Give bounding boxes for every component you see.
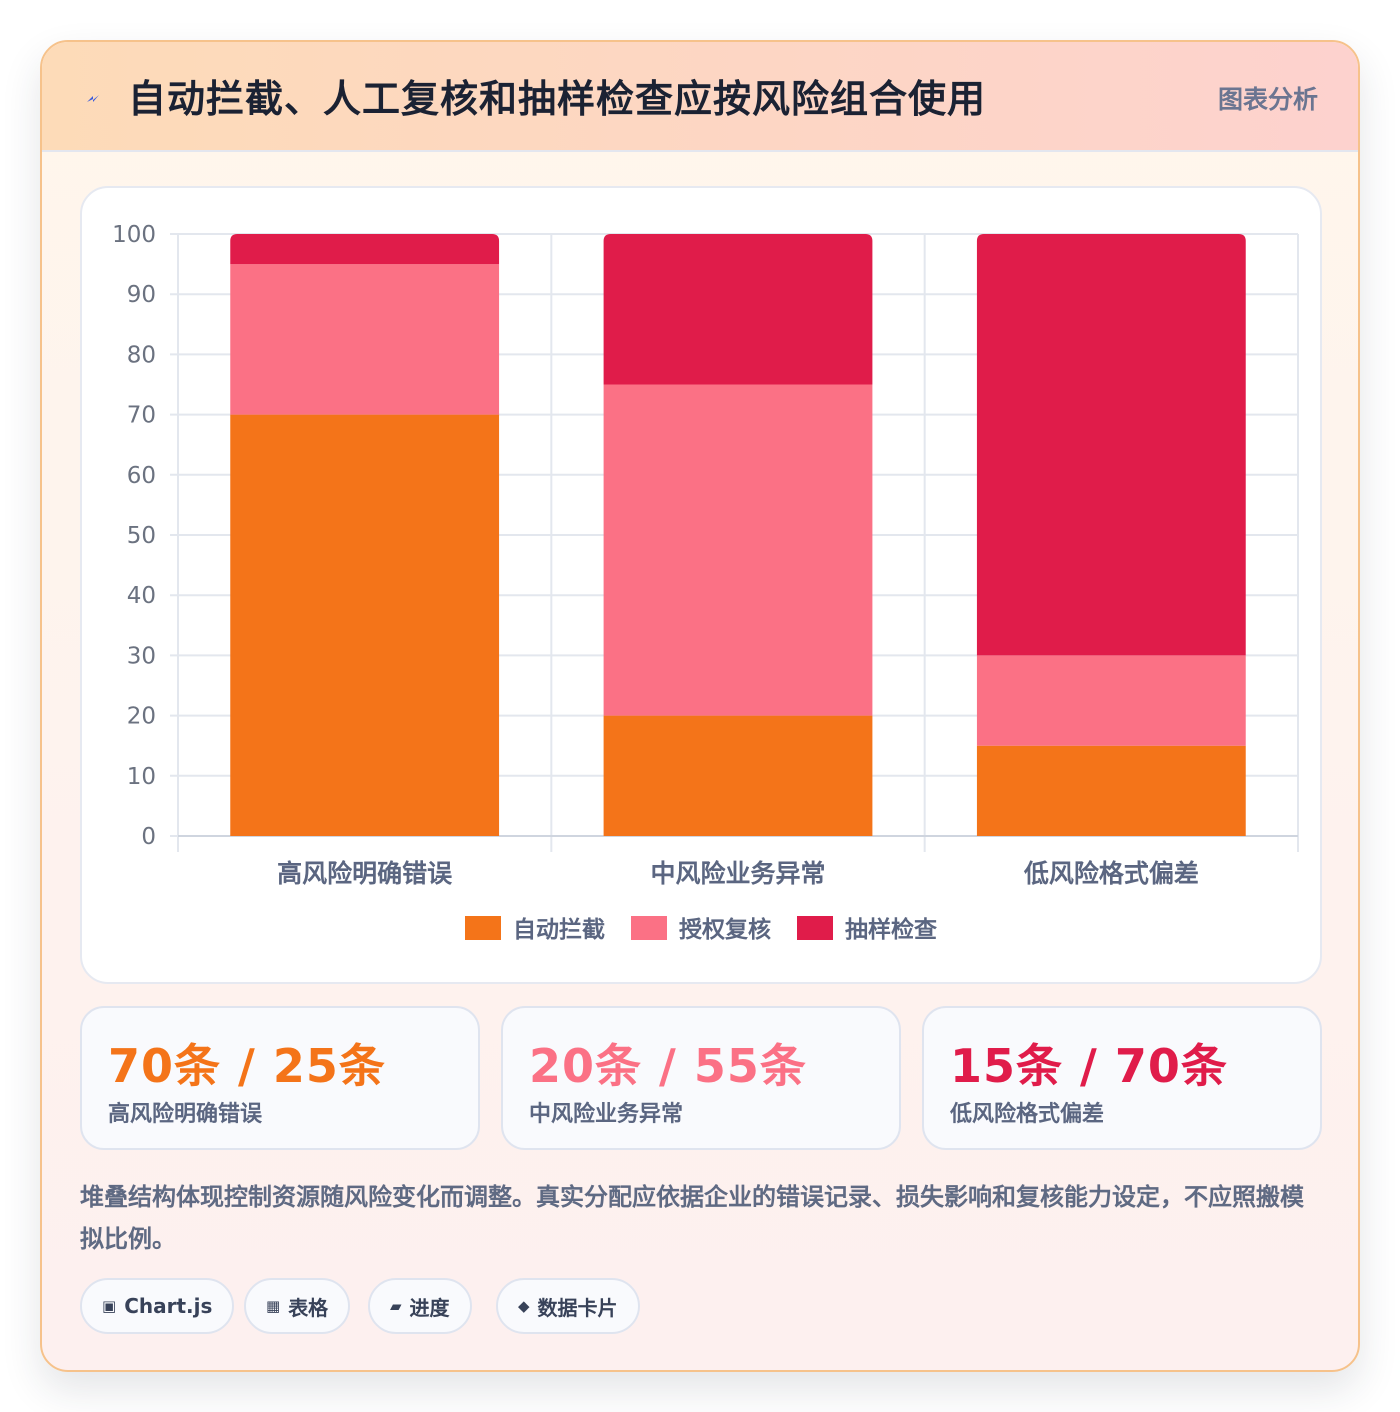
- chart-card: 自动拦截、人工复核和抽样检查应按风险组合使用 图表分析 0 10 20 30 40 50 6…: [40, 40, 1360, 1372]
- stat-value: 20条 / 55条: [529, 1039, 807, 1093]
- x-tick-label: 高风险明确错误: [277, 859, 453, 888]
- stat-label: 高风险明确错误: [108, 1102, 263, 1127]
- chip-label: 进度: [409, 1295, 450, 1320]
- bar-segment: [976, 655, 1246, 746]
- y-tick-label: 70: [127, 403, 156, 429]
- stat-value: 70条 / 25条: [108, 1039, 386, 1093]
- chip-data-card[interactable]: ◆ 数据卡片: [496, 1278, 640, 1334]
- stat-value: 15条 / 70条: [950, 1039, 1228, 1093]
- page-title: 自动拦截、人工复核和抽样检查应按风险组合使用: [128, 77, 987, 121]
- chip-table[interactable]: ▦ 表格: [244, 1278, 351, 1334]
- legend-swatch: [465, 916, 501, 940]
- bar-segment: [603, 384, 873, 716]
- card-header: 自动拦截、人工复核和抽样检查应按风险组合使用 图表分析: [42, 42, 1358, 152]
- progress-icon: ▰: [390, 1297, 402, 1315]
- x-tick-label: 中风险业务异常: [650, 859, 825, 888]
- stat-cards: 70条 / 25条 高风险明确错误 20条 / 55条 中风险业务异常 15条 …: [80, 1006, 1324, 1150]
- bar-segment: [603, 234, 873, 385]
- bar-segment: [976, 234, 1246, 656]
- stat-label: 低风险格式偏差: [950, 1102, 1105, 1127]
- y-tick-label: 40: [127, 583, 156, 609]
- y-tick-label: 30: [127, 643, 156, 669]
- bar-segment: [976, 745, 1246, 836]
- chip-label: 数据卡片: [537, 1295, 618, 1320]
- stat-label: 中风险业务异常: [529, 1102, 684, 1127]
- y-tick-label: 80: [127, 342, 156, 368]
- bar-segment: [603, 715, 873, 836]
- y-tick-label: 0: [141, 824, 156, 850]
- chart-note: 堆叠结构体现控制资源随风险变化而调整。真实分配应依据企业的错误记录、损失影响和复…: [80, 1183, 1304, 1253]
- bar-segment: [230, 234, 500, 265]
- x-tick-label: 低风险格式偏差: [1023, 859, 1199, 888]
- chip-label: 表格: [288, 1295, 329, 1320]
- chart-icon: ▣: [102, 1297, 117, 1315]
- lightning-bolt-icon: [87, 95, 99, 102]
- bar-segment: [230, 264, 500, 415]
- stat-card: 70条 / 25条 高风险明确错误: [80, 1006, 480, 1150]
- chip-progress[interactable]: ▰ 进度: [368, 1278, 472, 1334]
- legend-label: 授权复核: [679, 916, 771, 943]
- legend-swatch: [631, 916, 667, 940]
- feature-chips: ▣ Chart.js ▦ 表格 ▰ 进度 ◆ 数据卡片: [80, 1278, 1320, 1334]
- stacked-bar-chart: 0 10 20 30 40 50 60 70 80 90 100 高风险明确错误 中风险业务异常 低风险格…: [112, 222, 1299, 943]
- stat-card: 15条 / 70条 低风险格式偏差: [922, 1006, 1322, 1150]
- diamond-icon: ◆: [518, 1297, 530, 1315]
- table-icon: ▦: [266, 1297, 281, 1315]
- chart-panel: 0 10 20 30 40 50 60 70 80 90 100 高风险明确错误 中风险业务异常 低风险格…: [80, 186, 1322, 984]
- bar-segment: [230, 414, 500, 836]
- y-tick-label: 20: [127, 704, 156, 730]
- y-tick-label: 100: [112, 222, 156, 248]
- y-tick-label: 60: [127, 463, 156, 489]
- y-tick-label: 50: [127, 523, 156, 549]
- legend-label: 自动拦截: [513, 916, 605, 943]
- y-tick-label: 90: [127, 282, 156, 308]
- chart-analysis-tag: 图表分析: [1217, 85, 1318, 114]
- stat-card: 20条 / 55条 中风险业务异常: [501, 1006, 901, 1150]
- legend-label: 抽样检查: [845, 916, 937, 943]
- chip-chartjs[interactable]: ▣ Chart.js: [80, 1278, 235, 1334]
- chip-label: Chart.js: [124, 1294, 213, 1318]
- legend-swatch: [797, 916, 833, 940]
- y-tick-label: 10: [127, 764, 156, 790]
